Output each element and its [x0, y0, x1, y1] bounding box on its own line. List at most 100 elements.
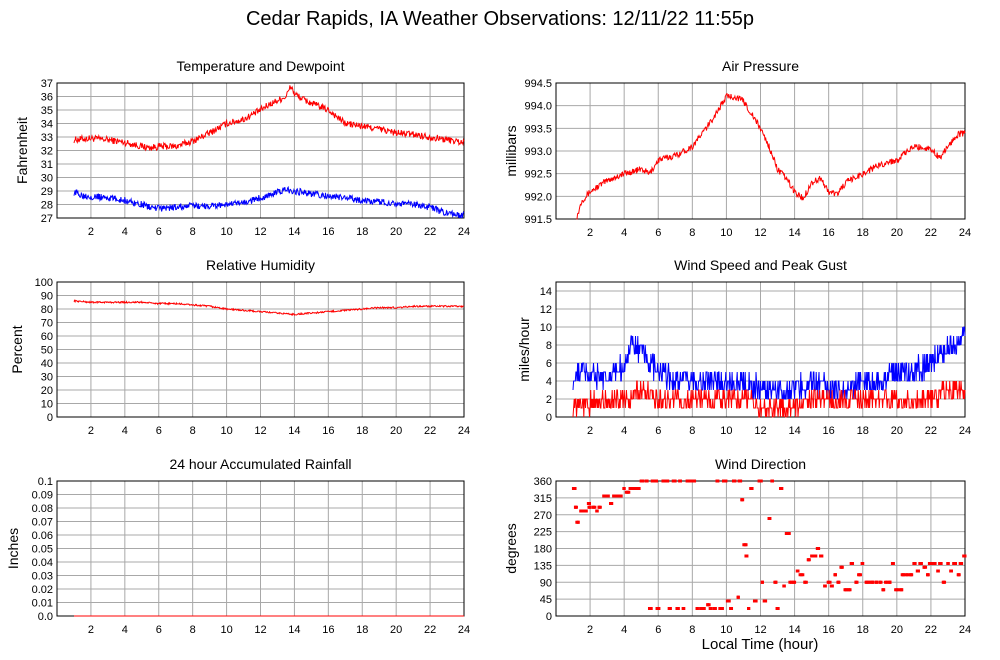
x-tick-label: 2: [587, 227, 593, 239]
x-tick-label: 18: [356, 624, 368, 636]
x-tick-label: 24: [458, 226, 470, 238]
wind-direction-point: [617, 494, 621, 498]
x-tick-label: 20: [891, 624, 903, 636]
y-tick-label: 60: [41, 331, 53, 343]
wind-direction-point: [913, 562, 917, 565]
wind-direction-point: [823, 584, 827, 588]
wind-direction-point: [916, 569, 920, 573]
x-tick-label: 10: [720, 425, 732, 437]
wind-direction-point: [678, 479, 682, 483]
x-tick-label: 14: [288, 425, 300, 437]
x-tick-label: 8: [689, 227, 695, 239]
y-tick-label: 180: [534, 544, 552, 556]
wind-direction-point: [959, 562, 963, 565]
wind-direction-point: [833, 573, 837, 577]
x-tick-label: 8: [689, 425, 695, 437]
wind-direction-point: [918, 562, 922, 565]
wind-direction-point: [837, 580, 841, 584]
y-tick-label: 10: [540, 322, 552, 334]
x-tick-label: 24: [458, 425, 470, 437]
wind-direction-point: [685, 479, 689, 483]
y-tick-label: 0: [47, 412, 53, 424]
wind-direction-point: [612, 494, 616, 498]
wind-direction-point: [883, 580, 887, 584]
wind-direction-point: [619, 494, 623, 498]
wind-direction-point: [763, 599, 767, 603]
wind-direction-point: [571, 487, 575, 490]
wind-direction-point: [587, 502, 591, 505]
x-tick-label: 22: [925, 227, 937, 239]
wind-direction-point: [632, 487, 636, 490]
wind-direction-point: [759, 479, 763, 483]
y-tick-label: 992.0: [524, 191, 552, 203]
x-tick-label: 24: [959, 425, 971, 437]
wind-direction-point: [681, 607, 685, 610]
wind-direction-point: [792, 580, 796, 584]
y-tick-label: 135: [534, 560, 552, 572]
x-tick-label: 16: [823, 425, 835, 437]
wind-direction-point: [828, 580, 832, 584]
wind-direction-point: [647, 607, 651, 610]
wind-direction-point: [645, 479, 649, 483]
x-tick-label: 4: [621, 227, 627, 239]
wind-direction-point: [888, 580, 892, 584]
wind-direction-point: [609, 502, 613, 505]
wind-direction-point: [936, 569, 940, 573]
wind-direction-point: [587, 505, 591, 509]
y-tick-label: 14: [540, 286, 552, 298]
x-tick-label: 22: [925, 425, 937, 437]
wind-direction-point: [582, 509, 586, 513]
y-axis-label: degrees: [503, 523, 519, 574]
wind-direction-point: [573, 487, 577, 490]
wind-direction-point: [864, 580, 868, 584]
wind-direction-point: [931, 562, 935, 565]
x-tick-label: 20: [390, 624, 402, 636]
wind-direction-point: [650, 479, 654, 483]
wind-direction-point: [741, 498, 745, 502]
y-tick-label: 0.1: [38, 476, 53, 488]
x-tick-label: 20: [390, 226, 402, 238]
wind-direction-point: [922, 565, 926, 569]
wind-direction-point: [649, 607, 653, 610]
x-tick-label: 12: [754, 227, 766, 239]
x-tick-label: 18: [356, 425, 368, 437]
wind-direction-point: [603, 494, 607, 498]
wind-direction-point: [725, 599, 729, 603]
x-tick-label: 22: [424, 425, 436, 437]
wind-direction-point: [627, 490, 631, 494]
series-line: [576, 92, 966, 220]
wind-direction-point: [896, 588, 900, 592]
wind-direction-point: [812, 554, 816, 558]
x-tick-label: 8: [190, 624, 196, 636]
series-line: [572, 326, 966, 400]
y-tick-label: 315: [534, 493, 552, 505]
wind-direction-point: [874, 580, 878, 584]
chart-title: Relative Humidity: [206, 257, 315, 273]
wind-direction-point: [849, 562, 853, 565]
x-tick-label: 24: [458, 624, 470, 636]
wind-direction-point: [655, 607, 659, 610]
wind-direction-point: [878, 580, 882, 584]
y-axis-label: Percent: [9, 325, 25, 373]
wind-direction-point: [708, 607, 712, 610]
wind-direction-point: [870, 580, 874, 584]
wind-direction-point: [695, 607, 699, 610]
wind-direction-point: [796, 569, 800, 573]
wind-direction-point: [757, 479, 761, 483]
y-tick-label: 12: [540, 304, 552, 316]
y-tick-label: 2: [546, 394, 552, 406]
y-tick-label: 994.0: [524, 101, 552, 113]
y-tick-label: 37: [41, 78, 53, 90]
chart-title: 24 hour Accumulated Rainfall: [169, 456, 351, 472]
y-tick-label: 10: [41, 399, 53, 411]
wind-direction-point: [720, 607, 724, 610]
wind-direction-point: [744, 543, 748, 547]
y-tick-label: 0.08: [32, 503, 53, 515]
wind-direction-point: [673, 479, 677, 483]
wind-direction-point: [815, 547, 819, 550]
wind-direction-point: [787, 532, 791, 535]
x-tick-label: 24: [959, 227, 971, 239]
